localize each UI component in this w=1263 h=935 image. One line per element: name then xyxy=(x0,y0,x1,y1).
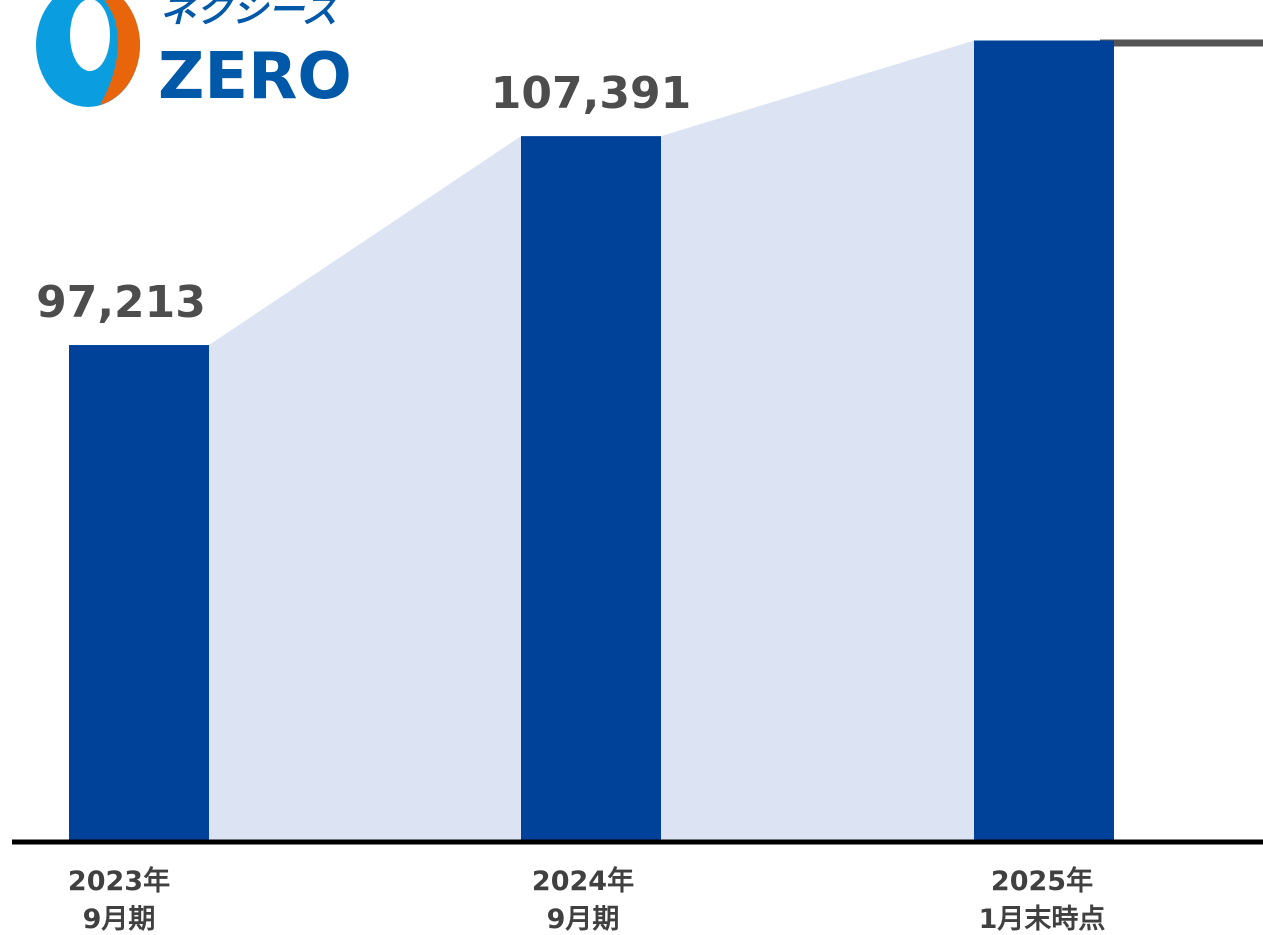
logo: ネクシーズ ZERO xyxy=(36,0,352,114)
x-tick-label: 2024年 xyxy=(532,865,634,897)
bar xyxy=(69,345,209,840)
bar xyxy=(974,40,1114,840)
x-tick-label: 9月期 xyxy=(83,904,156,935)
x-tick-label: 2025年 xyxy=(991,865,1093,897)
logo-word: ZERO xyxy=(158,40,352,114)
bar xyxy=(521,136,661,841)
logo-katakana: ネクシーズ xyxy=(160,0,344,31)
value-label: 107,391 xyxy=(491,68,691,119)
x-tick-label: 1月末時点 xyxy=(979,904,1106,935)
x-tick-label: 2023年 xyxy=(68,865,170,897)
logo-ring-accent xyxy=(100,0,140,105)
x-tick-label: 9月期 xyxy=(547,904,620,935)
logo-hole xyxy=(70,0,110,71)
value-label: 97,213 xyxy=(36,277,206,328)
